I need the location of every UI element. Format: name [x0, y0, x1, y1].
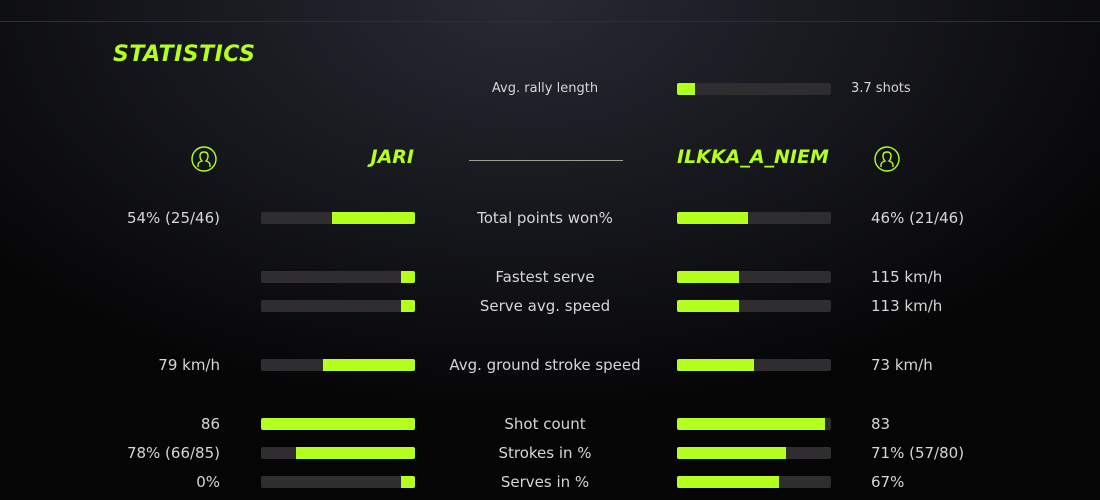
stat-left-value: 86 [200, 415, 220, 433]
stat-left-bar [261, 300, 415, 312]
stat-right-value: 83 [871, 415, 891, 433]
stat-left-bar [261, 418, 415, 430]
stat-right-bar [677, 476, 831, 488]
stat-left-bar-fill [401, 476, 415, 488]
stat-left-bar [261, 447, 415, 459]
stat-right-bar-fill [677, 418, 825, 430]
stat-left-bar-fill [322, 359, 415, 371]
stat-left-value: 79 km/h [158, 356, 220, 374]
stat-right-value: 113 km/h [871, 297, 943, 315]
stat-right-bar [677, 418, 831, 430]
stat-row: Serve avg. speed 113 km/h [0, 296, 1100, 316]
stat-left-bar-fill [331, 212, 415, 224]
stat-right-bar-fill [677, 300, 739, 312]
stat-right-bar [677, 359, 831, 371]
top-divider [0, 21, 1100, 22]
stat-right-bar-fill [677, 447, 787, 459]
stat-left-value: 54% (25/46) [126, 209, 220, 227]
stat-left-value: 0% [196, 473, 220, 491]
stat-label: Avg. ground stroke speed [449, 356, 641, 374]
stat-left-bar-fill [261, 418, 415, 430]
stat-left-bar [261, 212, 415, 224]
stat-right-value: 71% (57/80) [871, 444, 965, 462]
stat-right-bar [677, 212, 831, 224]
stat-right-bar-fill [677, 271, 739, 283]
stat-right-bar-fill [677, 476, 779, 488]
stat-label: Serve avg. speed [479, 297, 611, 315]
user-circle-icon [191, 146, 217, 172]
stat-right-bar [677, 271, 831, 283]
stat-right-bar [677, 300, 831, 312]
stat-label: Fastest serve [495, 268, 595, 286]
stat-right-value: 115 km/h [871, 268, 943, 286]
stat-left-bar [261, 359, 415, 371]
stat-row: 54% (25/46) Total points won% 46% (21/46… [0, 208, 1100, 228]
stat-left-bar-fill [401, 271, 415, 283]
stat-label: Strokes in % [498, 444, 592, 462]
header-separator [469, 160, 623, 161]
stat-row: 78% (66/85) Strokes in % 71% (57/80) [0, 443, 1100, 463]
stat-left-bar-fill [401, 300, 415, 312]
user-circle-icon [874, 146, 900, 172]
stat-left-bar [261, 271, 415, 283]
stat-row: 0% Serves in % 67% [0, 472, 1100, 492]
stat-right-bar-fill [677, 359, 754, 371]
stat-left-bar-fill [296, 447, 415, 459]
rally-bar [677, 83, 831, 95]
stat-label: Shot count [504, 415, 586, 433]
stat-right-bar-fill [677, 212, 748, 224]
stat-right-value: 73 km/h [871, 356, 933, 374]
page-title: STATISTICS [113, 42, 256, 67]
rally-row: Avg. rally length 3.7 shots [0, 79, 1100, 99]
player-left-name: JARI [370, 146, 414, 168]
stat-row: 79 km/h Avg. ground stroke speed 73 km/h [0, 355, 1100, 375]
stat-right-value: 46% (21/46) [871, 209, 965, 227]
stat-label: Total points won% [477, 209, 613, 227]
stat-label: Serves in % [500, 473, 590, 491]
stat-row: 86 Shot count 83 [0, 414, 1100, 434]
stat-right-value: 67% [871, 473, 905, 491]
rally-bar-fill [677, 83, 696, 95]
rally-value: 3.7 shots [851, 81, 911, 96]
player-right-name: ILKKA_A_NIEM [677, 146, 829, 168]
stat-right-bar [677, 447, 831, 459]
rally-label: Avg. rally length [491, 81, 599, 96]
stat-left-bar [261, 476, 415, 488]
stat-left-value: 78% (66/85) [126, 444, 220, 462]
stat-row: Fastest serve 115 km/h [0, 267, 1100, 287]
